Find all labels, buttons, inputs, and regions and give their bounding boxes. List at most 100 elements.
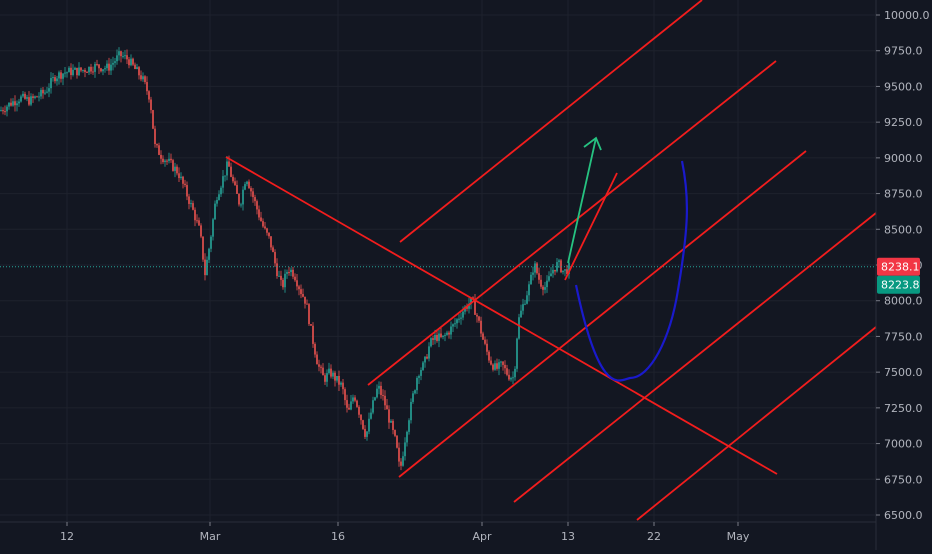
candle (32, 93, 34, 103)
candle (450, 321, 452, 340)
x-tick-label: 22 (647, 530, 661, 543)
y-tick-label: 7750.0 (884, 330, 923, 343)
candle (500, 360, 502, 367)
trend-line[interactable] (399, 0, 703, 243)
candle (446, 330, 448, 336)
price-axis[interactable]: 10000.0 9750.0 9500.0 9250.0 9000.0 8750.0 850… (875, 0, 930, 550)
candles (0, 47, 570, 471)
candle (442, 335, 444, 340)
x-tick-label: Apr (472, 530, 492, 543)
candle (42, 87, 44, 99)
candle (360, 414, 362, 425)
candle (432, 335, 434, 346)
candle (24, 91, 26, 100)
y-tick-label: 9250.0 (884, 116, 923, 129)
candle (356, 399, 358, 408)
price-badges: 8238.1 8223.8 (877, 257, 920, 294)
candle (542, 285, 544, 296)
trend-line[interactable] (564, 172, 618, 281)
x-tick-label: May (727, 530, 750, 543)
candle (76, 67, 78, 79)
candle (550, 267, 552, 277)
candle (402, 451, 404, 467)
candle (166, 159, 168, 166)
candle (528, 281, 530, 302)
candle (28, 91, 30, 107)
y-tick-label: 8000.0 (884, 295, 923, 308)
candle (98, 63, 100, 74)
candle (238, 193, 240, 207)
trend-line[interactable] (398, 150, 807, 478)
arrow-drawing[interactable] (567, 136, 602, 264)
candle (172, 158, 174, 172)
candle (318, 359, 320, 372)
candle (160, 150, 162, 165)
candle (182, 175, 184, 189)
y-tick-label: 6750.0 (884, 473, 923, 486)
candle (192, 200, 194, 211)
candle (482, 331, 484, 340)
candle (26, 94, 28, 102)
candle (284, 269, 286, 293)
candle (130, 54, 132, 67)
candle (56, 75, 58, 86)
candle (274, 249, 276, 267)
candle (316, 351, 318, 365)
candle (302, 288, 304, 298)
candle (288, 266, 290, 276)
drawings[interactable] (225, 0, 877, 521)
candle (562, 270, 564, 275)
candle (312, 322, 314, 348)
candle (184, 179, 186, 188)
candle (382, 389, 384, 401)
candle (120, 50, 122, 63)
x-tick-label: 13 (561, 530, 575, 543)
candle (128, 56, 130, 69)
candle (244, 181, 246, 191)
candle (60, 70, 62, 83)
candle (372, 396, 374, 415)
candle (126, 49, 128, 64)
candle (18, 98, 20, 107)
candle (158, 142, 160, 156)
candle (504, 360, 506, 375)
candle (358, 405, 360, 418)
candle (0, 106, 2, 112)
candle (224, 175, 226, 182)
candle (114, 58, 116, 68)
candle (22, 90, 24, 98)
candle (342, 379, 344, 395)
candle (30, 93, 32, 107)
curve-drawing[interactable] (574, 160, 689, 382)
trend-line[interactable] (367, 60, 777, 386)
candle (148, 90, 150, 103)
candle (246, 180, 248, 187)
candle (426, 354, 428, 360)
y-tick-label: 8750.0 (884, 188, 923, 201)
candle (78, 62, 80, 77)
candle (8, 102, 10, 110)
candle (422, 361, 424, 371)
time-axis[interactable]: 12 Mar 16 Apr 13 22 May (0, 521, 876, 543)
candle (522, 298, 524, 315)
candle (90, 63, 92, 75)
candle (556, 257, 558, 273)
x-tick-label: Mar (200, 530, 221, 543)
candle (74, 66, 76, 71)
candle (34, 95, 36, 100)
candle (416, 376, 418, 394)
trend-line[interactable] (225, 156, 778, 475)
candle (448, 330, 450, 339)
trend-line[interactable] (636, 326, 877, 521)
candle (14, 95, 16, 112)
candle (252, 188, 254, 203)
candle (236, 180, 238, 194)
candle (364, 425, 366, 440)
candle (58, 70, 60, 85)
candle (140, 70, 142, 82)
trend-line[interactable] (513, 212, 877, 503)
candle (460, 312, 462, 325)
candle (222, 169, 224, 194)
candle (206, 256, 208, 276)
